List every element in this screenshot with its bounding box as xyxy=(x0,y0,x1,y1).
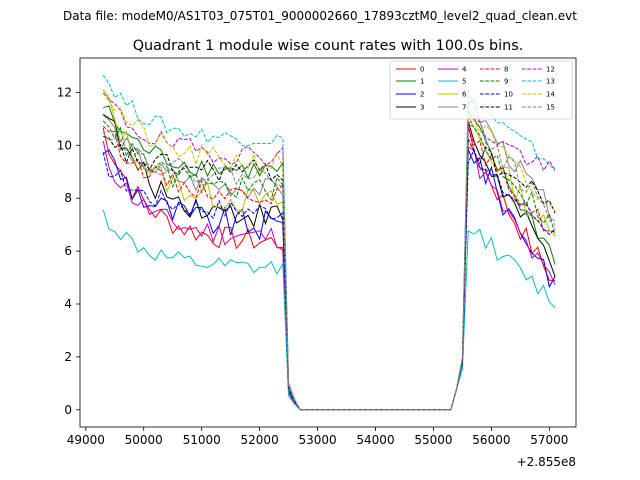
y-tick-label: 2 xyxy=(64,350,72,364)
plot-area xyxy=(79,57,577,428)
y-tick-label: 10 xyxy=(57,138,72,152)
x-tick-label: 56000 xyxy=(472,433,510,447)
y-tick-label: 8 xyxy=(64,191,72,205)
series-line-14 xyxy=(102,89,556,411)
x-tick-label: 53000 xyxy=(298,433,336,447)
legend-label: 14 xyxy=(546,91,555,99)
x-tick-label: 52000 xyxy=(241,433,279,447)
series-line-15 xyxy=(102,113,556,411)
legend-label: 13 xyxy=(546,78,555,86)
x-tick-label: 49000 xyxy=(67,433,105,447)
suptitle: Data file: modeM0/AS1T03_075T01_90000026… xyxy=(63,9,577,23)
legend-label: 10 xyxy=(504,91,513,99)
chart-title: Quadrant 1 module wise count rates with … xyxy=(133,38,524,54)
legend-label: 12 xyxy=(546,66,555,74)
legend-label: 8 xyxy=(504,66,508,74)
legend-label: 1 xyxy=(420,78,424,86)
legend-label: 9 xyxy=(504,78,508,86)
series-group xyxy=(102,74,556,411)
y-tick-label: 12 xyxy=(57,85,72,99)
x-tick-label: 51000 xyxy=(183,433,221,447)
axes-frame xyxy=(79,57,577,428)
x-tick-label: 50000 xyxy=(125,433,163,447)
legend-label: 11 xyxy=(504,104,513,112)
y-axis: 0 2 4 6 8 10 12 xyxy=(57,85,80,417)
series-line-12 xyxy=(102,92,556,411)
legend-label: 7 xyxy=(462,104,466,112)
legend-label: 6 xyxy=(462,91,467,99)
legend-label: 0 xyxy=(420,66,424,74)
legend-label: 5 xyxy=(462,78,466,86)
legend-label: 2 xyxy=(420,91,424,99)
legend-label: 3 xyxy=(420,104,424,112)
x-offset-label: +2.855e8 xyxy=(517,455,576,469)
series-line-11 xyxy=(103,136,556,411)
x-axis: 49000 50000 51000 52000 53000 54000 55000 56000… xyxy=(67,427,568,447)
y-tick-label: 6 xyxy=(64,244,72,258)
x-tick-label: 54000 xyxy=(356,433,394,447)
legend-label: 15 xyxy=(546,104,555,112)
y-tick-label: 4 xyxy=(64,297,72,311)
legend-box xyxy=(389,60,573,120)
y-tick-label: 0 xyxy=(64,403,72,417)
x-tick-label: 55000 xyxy=(414,433,452,447)
legend-label: 4 xyxy=(462,66,467,74)
series-line-8 xyxy=(102,125,556,411)
x-tick-label: 57000 xyxy=(530,433,568,447)
